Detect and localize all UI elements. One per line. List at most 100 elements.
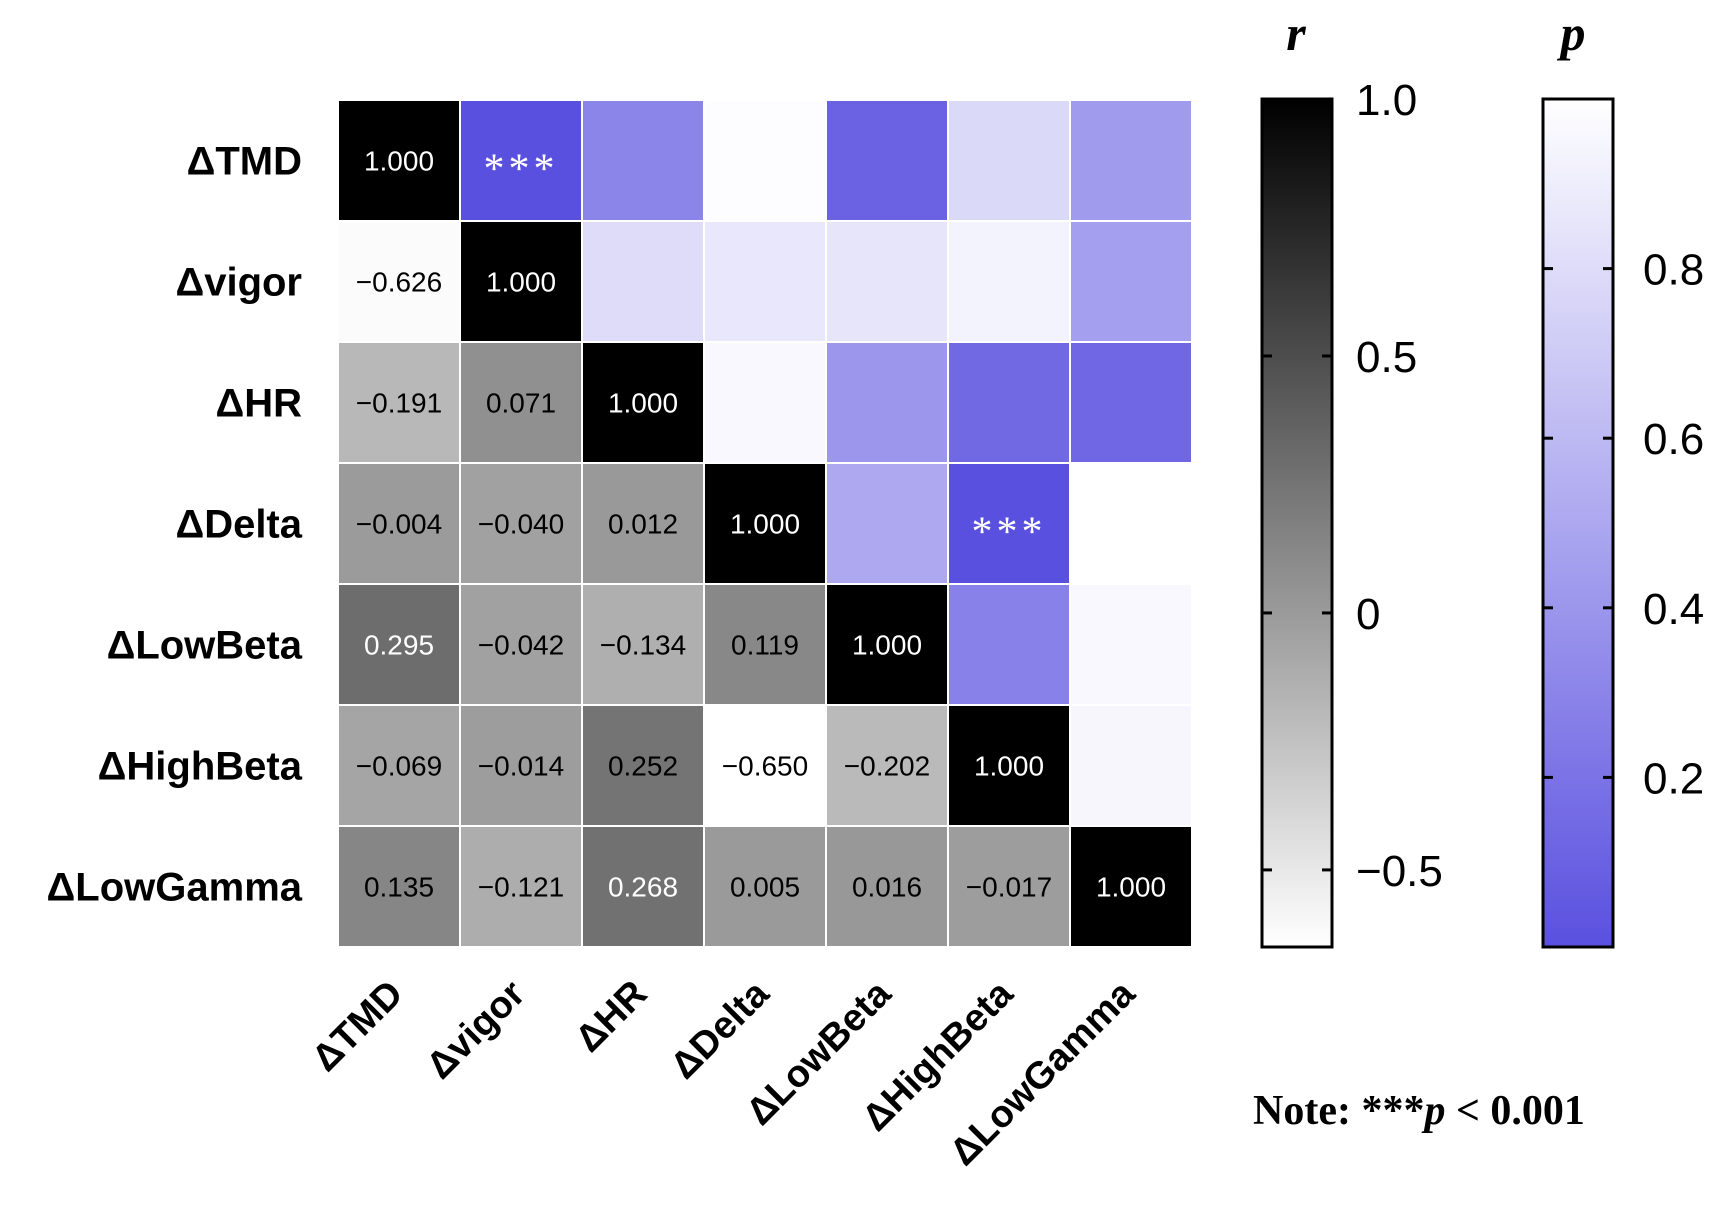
significance-stars: *** [972,510,1047,556]
r-value-label: −0.191 [356,388,442,419]
colorbar-p-title: p [1557,5,1586,61]
p-cell-delta-lowgamma [1069,462,1193,585]
r-value-label: 1.000 [608,388,678,419]
p-cell-lowbeta-highbeta [947,583,1071,706]
r-cell-lowbeta-vigor [459,583,583,706]
r-value-label: −0.042 [478,630,564,661]
r-cell-lowbeta-delta [703,583,827,706]
r-value-label: −0.014 [478,751,564,782]
p-cell-tmd-highbeta [947,99,1071,222]
col-label-tmd: ΔTMD [304,973,411,1080]
p-cell-hr-highbeta [947,341,1071,464]
r-value-label: 0.135 [364,872,434,903]
r-cell-delta-vigor [459,462,583,585]
p-cell-tmd-lowbeta [825,99,949,222]
row-labels: ΔTMD Δvigor ΔHR ΔDelta ΔLowBeta ΔHighBeta ΔLow… [47,140,303,910]
r-value-label: 0.016 [852,872,922,903]
p-cell-vigor-lowbeta [825,220,949,343]
p-cell-hr-delta [703,341,827,464]
p-cell-highbeta-lowgamma [1069,704,1193,827]
r-cell-lowgamma-tmd [337,825,461,948]
r-value-label: −0.004 [356,509,442,540]
r-value-label: 0.012 [608,509,678,540]
r-cell-highbeta-hr [581,704,705,827]
row-label-lowgamma: ΔLowGamma [47,866,303,910]
r-value-label: −0.017 [966,872,1052,903]
col-label-delta: ΔDelta [663,972,778,1087]
p-cell-tmd-vigor [459,99,583,222]
p-cell-delta-lowbeta [825,462,949,585]
p-cell-tmd-delta [703,99,827,222]
row-label-hr: ΔHR [215,382,302,426]
r-value-label: 1.000 [730,509,800,540]
r-value-label: 0.252 [608,751,678,782]
r-value-label: −0.040 [478,509,564,540]
p-cell-vigor-highbeta [947,220,1071,343]
r-value-label: −0.202 [844,751,930,782]
r-value-label: 1.000 [1096,872,1166,903]
row-label-highbeta: ΔHighBeta [98,745,303,789]
colorbar-r-tick-label: 1.0 [1356,76,1417,125]
p-cell-tmd-hr [581,99,705,222]
note-p: p [1421,1088,1445,1134]
r-value-label: 0.005 [730,872,800,903]
row-label-tmd: ΔTMD [187,140,302,184]
r-value-label: −0.134 [600,630,686,661]
r-cell-highbeta-vigor [459,704,583,827]
r-value-label: 1.000 [974,751,1044,782]
colorbar-r-tick-label: −0.5 [1356,847,1443,896]
p-cell-hr-lowbeta [825,341,949,464]
colorbar-r-tick-label: 0.5 [1356,333,1417,382]
row-label-lowbeta: ΔLowBeta [107,624,303,668]
row-label-vigor: Δvigor [175,261,302,305]
p-cell-vigor-lowgamma [1069,220,1193,343]
column-labels: ΔTMD Δvigor ΔHR ΔDeltaΔLowBetaΔHighBetaΔLow… [304,972,1144,1174]
p-cell-tmd-lowgamma [1069,99,1193,222]
r-cell-tmd-tmd [337,99,461,222]
r-value-label: 0.071 [486,388,556,419]
p-cell-vigor-hr [581,220,705,343]
colorbar-r: r 1.0 0.5 0 −0.5 [1260,5,1443,949]
r-value-label: 0.295 [364,630,434,661]
colorbar-r-title: r [1286,5,1306,61]
r-cell-highbeta-highbeta [947,704,1071,827]
r-cell-hr-hr [581,341,705,464]
p-cell-lowbeta-lowgamma [1069,583,1193,706]
r-cell-lowgamma-delta [703,825,827,948]
r-cell-delta-delta [703,462,827,585]
colorbar-p-tick-label: 0.6 [1643,415,1704,464]
colorbar-p-tick-label: 0.4 [1643,585,1704,634]
r-cell-vigor-tmd [337,220,461,343]
r-value-label: 1.000 [852,630,922,661]
r-value-label: −0.650 [722,751,808,782]
r-cell-highbeta-lowbeta [825,704,949,827]
p-cell-vigor-delta [703,220,827,343]
note-prefix: Note: *** [1253,1088,1424,1134]
r-value-label: 1.000 [364,146,434,177]
colorbar-r-gradient [1260,97,1334,949]
row-label-delta: ΔDelta [175,503,302,547]
colorbar-p-tick-label: 0.8 [1643,246,1704,295]
col-label-vigor: Δvigor [419,973,534,1088]
r-cell-lowgamma-highbeta [947,825,1071,948]
r-value-label: −0.121 [478,872,564,903]
colorbar-p: p 0.8 0.6 0.4 0.2 [1541,5,1704,949]
r-value-label: 0.268 [608,872,678,903]
r-value-label: −0.069 [356,751,442,782]
r-value-label: −0.626 [356,267,442,298]
colorbar-p-gradient [1541,97,1615,949]
r-value-label: 0.119 [731,630,799,661]
p-cell-hr-lowgamma [1069,341,1193,464]
r-value-label: 1.000 [486,267,556,298]
significance-note: Note: ***p < 0.001 [1253,1088,1585,1134]
r-cell-highbeta-tmd [337,704,461,827]
note-suffix: < 0.001 [1445,1088,1584,1134]
r-cell-lowgamma-vigor [459,825,583,948]
col-label-hr: ΔHR [568,973,656,1061]
significance-stars: *** [484,147,559,193]
heatmap-cells: 1.000 −0.626 1.000 −0.191 0.071 1.000 −0.004 −0… [337,99,1193,948]
r-cell-lowgamma-lowgamma [1069,825,1193,948]
colorbar-p-tick-label: 0.2 [1643,754,1704,803]
r-cell-highbeta-delta [703,704,827,827]
